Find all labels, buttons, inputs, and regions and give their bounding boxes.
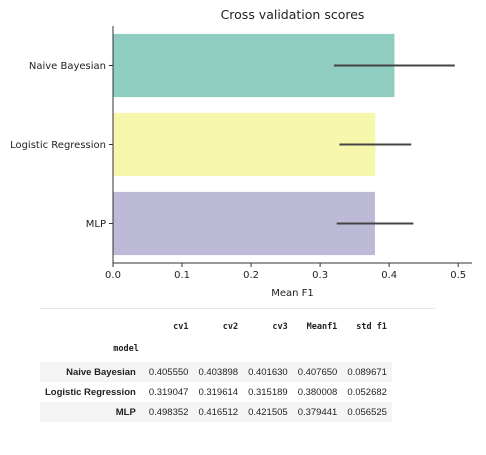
x-tick-label: 0.0 xyxy=(105,270,121,281)
row-label: Naive Bayesian xyxy=(66,366,136,378)
table-cell: 0.416512 xyxy=(198,406,239,418)
x-axis-label: Mean F1 xyxy=(271,288,314,299)
row-label: Logistic Regression xyxy=(45,386,136,398)
table-cell: 0.315189 xyxy=(248,386,288,398)
empty-cell xyxy=(243,336,293,362)
y-tick-label: MLP xyxy=(86,219,106,230)
table-cell: 0.319047 xyxy=(148,386,189,398)
table-row: MLP 0.498352 0.416512 0.421505 0.379441 0.056… xyxy=(40,402,392,422)
row-label: MLP xyxy=(115,406,136,418)
table-divider xyxy=(40,308,435,309)
empty-cell xyxy=(293,336,343,362)
table-cell: 0.052682 xyxy=(347,386,387,398)
column-header: Meanf1 xyxy=(306,322,338,332)
table-index-row: model xyxy=(40,336,392,362)
axes-layer: Naive Bayesian Logistic Regression MLP 0.0 0… xyxy=(10,26,472,281)
error-bars-layer xyxy=(333,64,455,225)
table-cell: 0.407650 xyxy=(297,366,338,378)
index-name-label: model xyxy=(113,344,139,354)
x-tick-label: 0.3 xyxy=(312,270,328,281)
x-tick-label: 0.2 xyxy=(243,270,259,281)
table-cell: 0.403898 xyxy=(198,366,239,378)
table-cell: 0.498352 xyxy=(148,406,189,418)
table-cell: 0.089671 xyxy=(347,366,387,378)
x-tick-label: 0.4 xyxy=(381,270,397,281)
bar-chart: Cross validation scores Naive Bayesian Lo… xyxy=(10,7,472,299)
empty-cell xyxy=(342,336,392,362)
table-cell: 0.380008 xyxy=(297,386,338,398)
table-cell: 0.379441 xyxy=(297,406,338,418)
chart-title: Cross validation scores xyxy=(221,7,365,22)
bars-layer xyxy=(113,33,395,256)
column-header: std f1 xyxy=(356,322,387,332)
table-header-row: cv1 cv2 cv3 Meanf1 std f1 xyxy=(40,318,392,336)
table-cell: 0.319614 xyxy=(198,386,239,398)
y-tick-label: Logistic Regression xyxy=(10,140,106,151)
column-header: cv2 xyxy=(222,322,239,332)
x-tick-label: 0.5 xyxy=(450,270,466,281)
table-row: Naive Bayesian 0.405550 0.403898 0.401630 0.… xyxy=(40,362,392,382)
table-corner-cell xyxy=(40,318,144,336)
bar-mlp xyxy=(113,191,375,256)
x-tick-label: 0.1 xyxy=(174,270,190,281)
y-tick-label: Naive Bayesian xyxy=(29,61,106,72)
empty-cell xyxy=(193,336,243,362)
table-cell: 0.401630 xyxy=(248,366,288,378)
table-cell: 0.405550 xyxy=(148,366,189,378)
empty-cell xyxy=(144,336,194,362)
bar-logistic-regression xyxy=(113,112,376,177)
column-header: cv3 xyxy=(272,322,288,332)
table-cell: 0.056525 xyxy=(347,406,387,418)
scores-table: cv1 cv2 cv3 Meanf1 std f1 model Naive Bayesian… xyxy=(40,318,392,422)
table-cell: 0.421505 xyxy=(248,406,288,418)
table-row: Logistic Regression 0.319047 0.319614 0.315… xyxy=(40,382,392,402)
column-header: cv1 xyxy=(173,322,189,332)
